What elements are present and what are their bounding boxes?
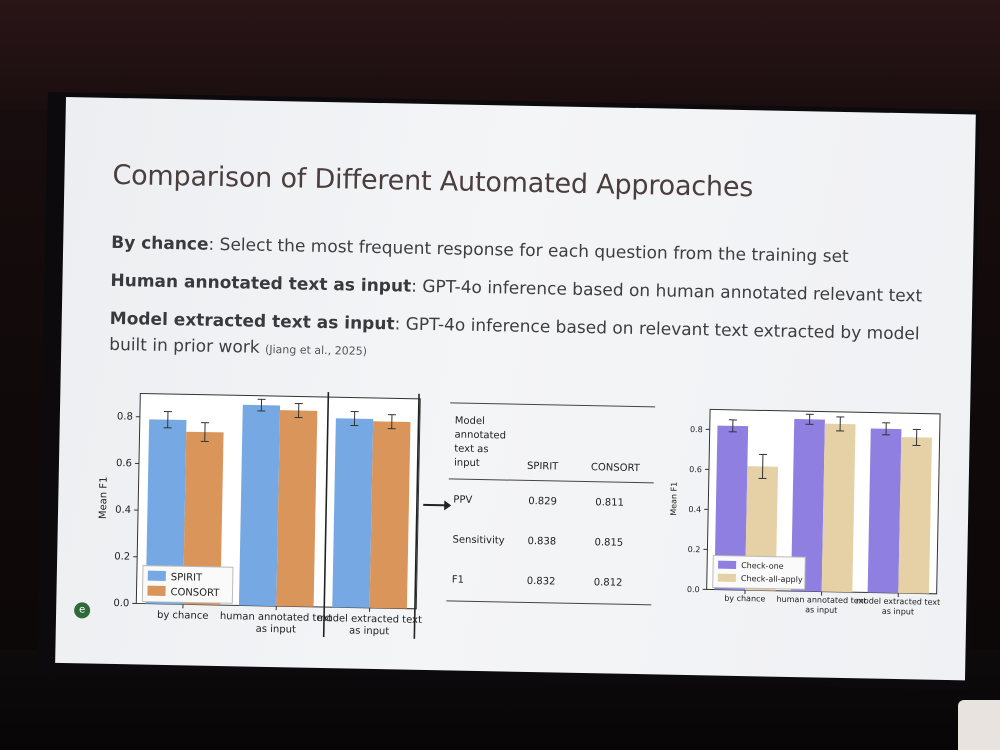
table-row-label: Sensitivity (452, 534, 505, 547)
y-tick-label: 0.0 (113, 598, 129, 609)
bar-check-one (790, 419, 825, 592)
y-tick-label: 0.8 (690, 425, 703, 434)
x-tick-label: by chance (157, 610, 209, 622)
chart-spirit-consort: 0.0 0.2 0.4 0.6 0.8 Mean F1 by chance human ann… (98, 388, 422, 640)
table-rule-mid (448, 478, 654, 484)
legend-label: Check-all-apply (741, 574, 803, 584)
foreground-object (958, 700, 1000, 750)
x-tick-label: by chance (724, 594, 765, 604)
bar-check-all-apply (898, 437, 932, 594)
bar-spirit (238, 404, 281, 607)
legend-swatch (147, 570, 166, 582)
table-header-model: Model annotated text as input (453, 415, 507, 470)
y-tick-label: 0.2 (114, 551, 130, 562)
citation: (Jiang et al., 2025) (264, 342, 368, 358)
bullet-term: Human annotated text as input (110, 270, 412, 297)
y-tick-label: 0.0 (687, 585, 700, 594)
x-tick-label: model extracted text (317, 613, 422, 626)
y-tick-label: 0.6 (689, 465, 702, 474)
table-cell: 0.811 (595, 497, 625, 509)
bullet-by-chance: By chance: Select the most frequent resp… (111, 230, 951, 272)
bar-spirit (145, 419, 187, 605)
bullet-term: By chance (111, 232, 209, 255)
table-cell: 0.812 (593, 577, 623, 589)
legend-swatch (717, 573, 736, 582)
table-cell: 0.838 (527, 535, 557, 548)
table-header-consort: CONSORT (590, 462, 640, 475)
table-row-label: PPV (453, 494, 473, 506)
y-tick-label: 0.8 (117, 411, 133, 422)
x-tick-label: as input (349, 626, 390, 638)
legend-label: SPIRIT (171, 572, 203, 584)
x-tick-label: as input (805, 605, 837, 615)
y-tick-label: 0.6 (116, 458, 132, 469)
table-cell: 0.815 (594, 537, 624, 549)
y-axis-label: Mean F1 (98, 476, 110, 519)
bullet-model-extracted: Model extracted text as input: GPT-4o in… (109, 306, 950, 376)
legend-label: CONSORT (170, 587, 220, 599)
bullet-text: : GPT-4o inference based on human annota… (410, 276, 923, 307)
bar-check-all-apply (821, 423, 856, 593)
table-cell: 0.832 (526, 575, 556, 588)
table-header-spirit: SPIRIT (526, 460, 559, 473)
x-tick-label: as input (882, 607, 914, 617)
bullet-term: Model extracted text as input (109, 308, 395, 335)
y-tick-label: 0.2 (688, 545, 701, 554)
bar-consort (182, 431, 224, 606)
x-tick-label: human annotated text (220, 611, 333, 624)
bar-check-one (714, 425, 749, 591)
x-tick-label: human annotated text (776, 595, 866, 606)
bar-spirit (332, 418, 374, 608)
y-tick-label: 0.4 (688, 505, 701, 514)
bullet-text: : Select the most frequent response for … (208, 234, 849, 268)
bar-consort (369, 421, 411, 609)
slide-title: Comparison of Different Automated Approa… (112, 159, 754, 204)
legend-swatch (718, 560, 737, 569)
table-rule-bottom (446, 600, 652, 606)
table-row-label: F1 (451, 574, 465, 586)
bar-check-one (867, 428, 902, 594)
legend-label: Check-one (741, 561, 784, 571)
x-tick-label: as input (256, 624, 297, 636)
bullet-list: By chance: Select the most frequent resp… (109, 230, 952, 388)
y-tick-label: 0.4 (115, 505, 131, 516)
room-ceiling (0, 0, 1000, 110)
y-axis-label: Mean F1 (669, 482, 679, 516)
x-tick-label: model extracted text (856, 596, 940, 607)
presentation-slide: Comparison of Different Automated Approa… (55, 97, 976, 681)
bullet-human-annotated: Human annotated text as input: GPT-4o in… (110, 268, 950, 310)
table-cell: 0.829 (528, 495, 558, 508)
table-rule-top (450, 402, 656, 408)
legend-swatch (147, 585, 166, 597)
chart-check-one-check-all: 0.0 0.2 0.4 0.6 0.8 Mean F1 by chance human ann… (669, 408, 941, 617)
metrics-table: Model annotated text as input SPIRIT CON… (446, 402, 660, 616)
bar-consort (276, 410, 318, 607)
